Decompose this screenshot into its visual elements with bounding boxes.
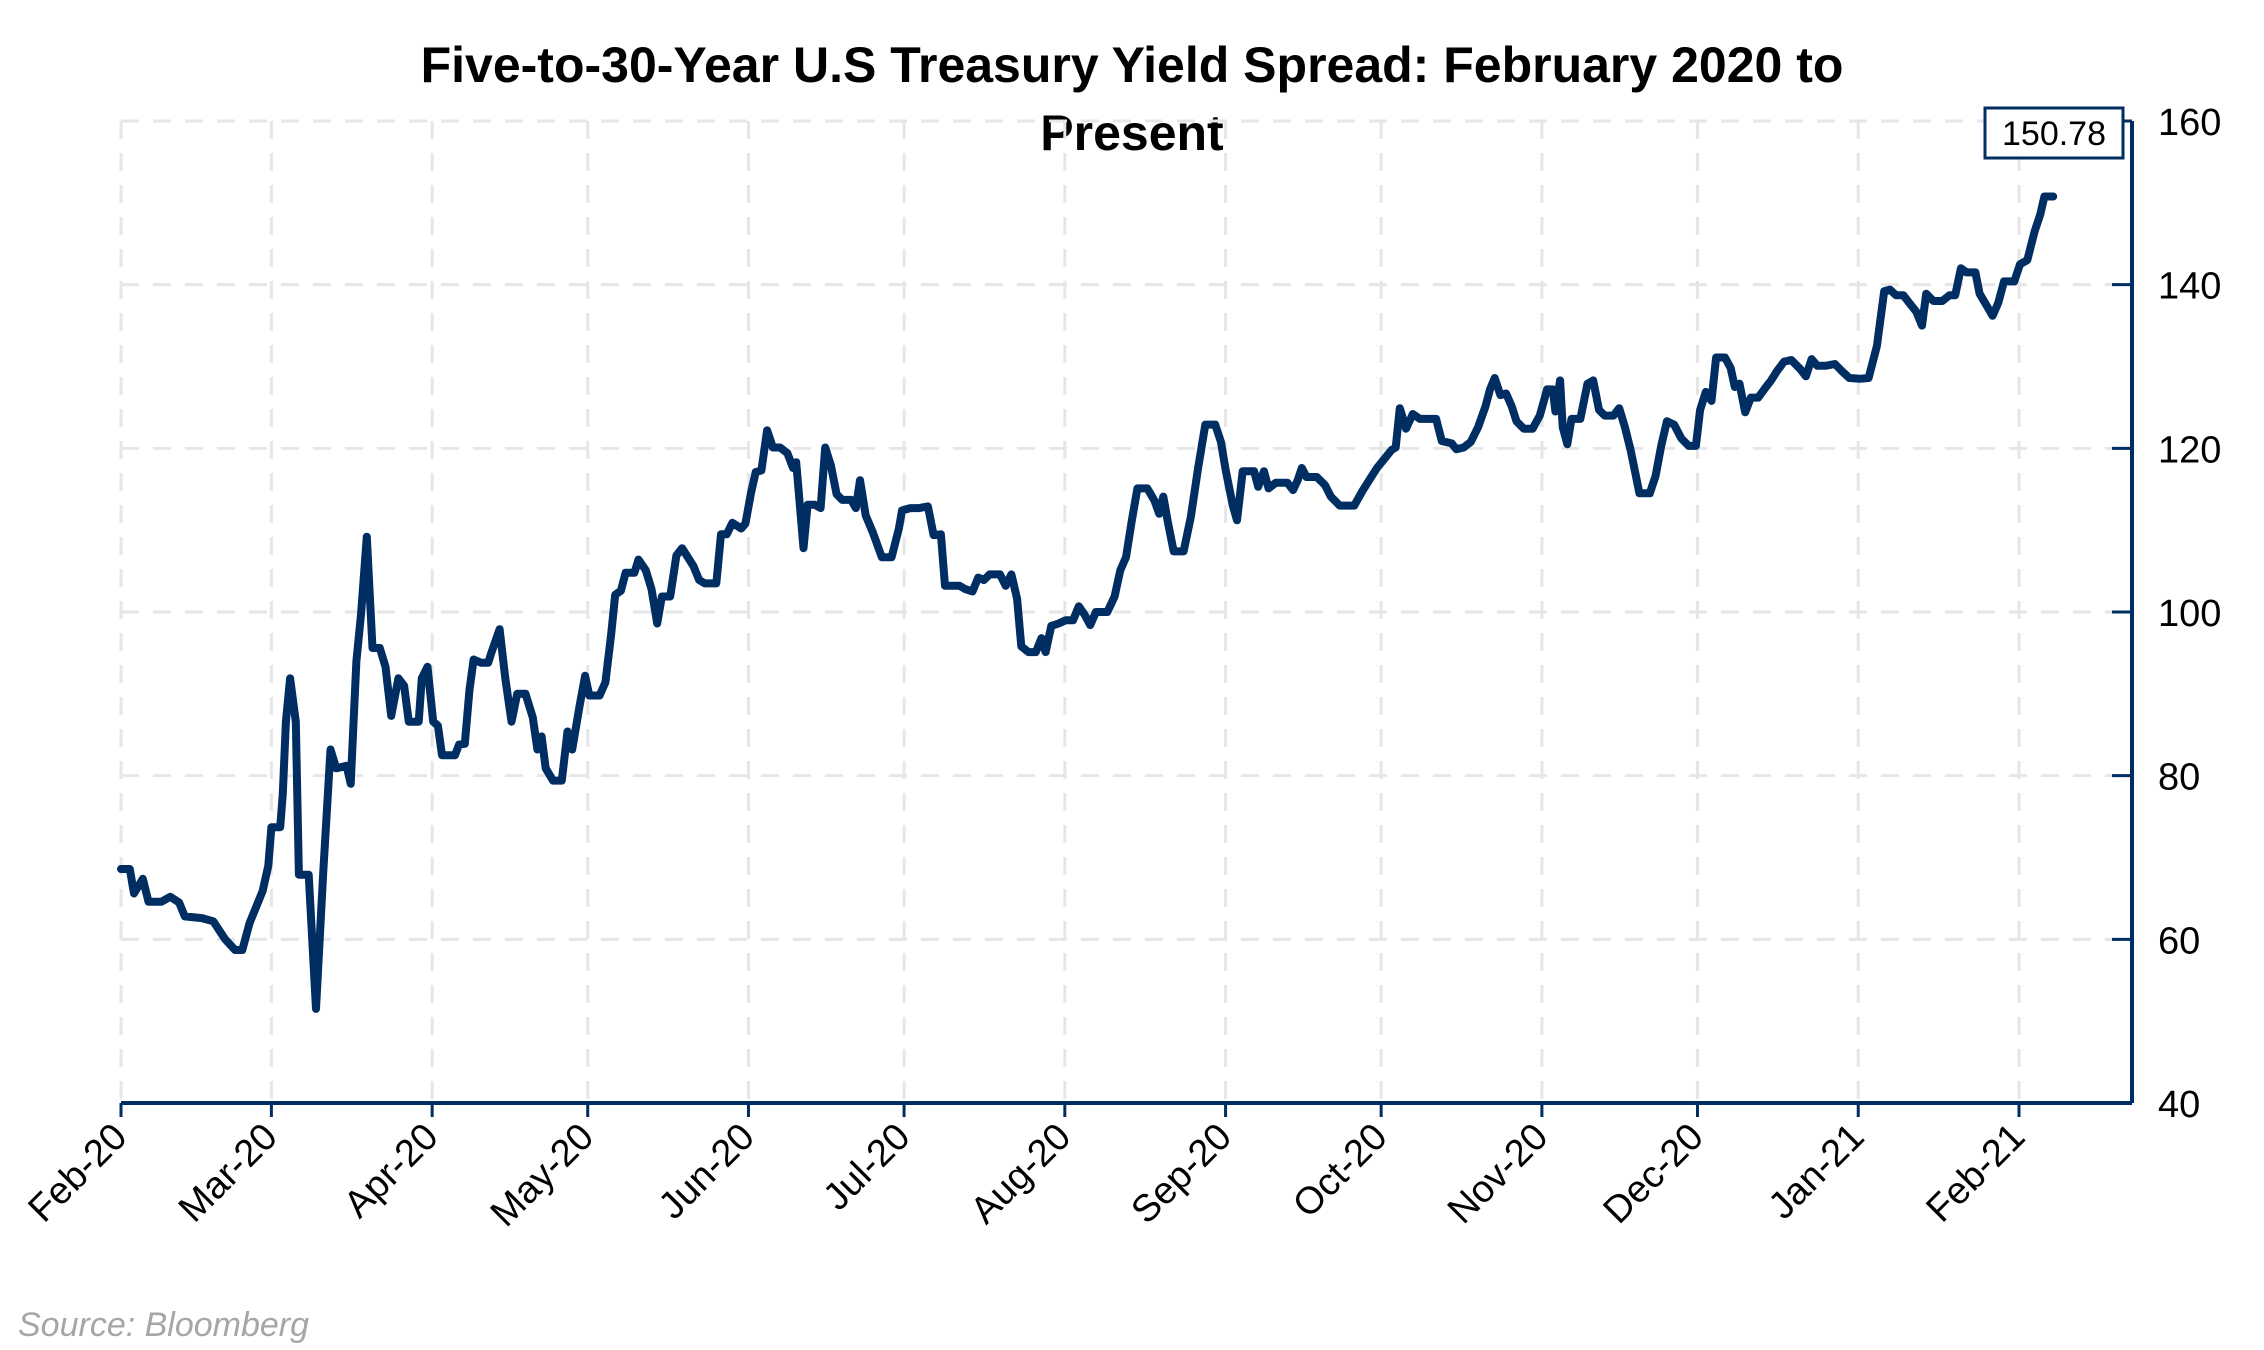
x-tick-label-Feb-20: Feb-20 [21, 1116, 136, 1231]
y-tick-label-160: 160 [2158, 102, 2221, 144]
x-tick-label-Aug-20: Aug-20 [963, 1116, 1079, 1232]
x-tick-label-May-20: May-20 [483, 1116, 602, 1235]
x-tick-label-Nov-20: Nov-20 [1440, 1116, 1556, 1232]
y-tick-label-60: 60 [2158, 920, 2200, 962]
x-tick-label-Dec-20: Dec-20 [1596, 1116, 1712, 1232]
y-tick-label-40: 40 [2158, 1084, 2200, 1126]
x-tick-label-Jan-21: Jan-21 [1761, 1116, 1873, 1228]
chart-title-line-1: Five-to-30-Year U.S Treasury Yield Sprea… [421, 37, 1844, 93]
source-note: Source: Bloomberg [18, 1306, 309, 1344]
x-tick-label-Feb-21: Feb-21 [1919, 1116, 2034, 1231]
last-value-box [1983, 106, 2125, 160]
gridlines [119, 119, 2132, 1103]
x-tick-label-Jun-20: Jun-20 [651, 1116, 763, 1228]
axes [119, 119, 2134, 1117]
y-axis-tick-labels: 40 60 80 100 120 140 160 [2158, 102, 2221, 1126]
x-tick-label-Sep-20: Sep-20 [1124, 1116, 1240, 1232]
series-line-0 [117, 192, 2058, 1013]
chart-title-line-2: Present [1040, 105, 1224, 161]
last-value-callout: 150.78 [1983, 106, 2125, 160]
x-tick-label-Apr-20: Apr-20 [336, 1116, 446, 1226]
y-tick-label-120: 120 [2158, 429, 2221, 471]
last-value-label: 150.78 [2002, 115, 2106, 153]
x-tick-label-Oct-20: Oct-20 [1285, 1116, 1395, 1226]
y-tick-label-80: 80 [2158, 757, 2200, 799]
x-tick-label-Mar-20: Mar-20 [171, 1116, 286, 1231]
series-group [117, 192, 2058, 1013]
x-tick-label-Jul-20: Jul-20 [816, 1116, 919, 1219]
y-tick-label-100: 100 [2158, 593, 2221, 635]
x-axis-tick-labels: Feb-20 Mar-20 Apr-20 May-20 Jun-20 Jul-20 Aug-… [21, 1116, 2034, 1235]
y-tick-label-140: 140 [2158, 266, 2221, 308]
chart-title: Five-to-30-Year U.S Treasury Yield Sprea… [421, 37, 1844, 161]
